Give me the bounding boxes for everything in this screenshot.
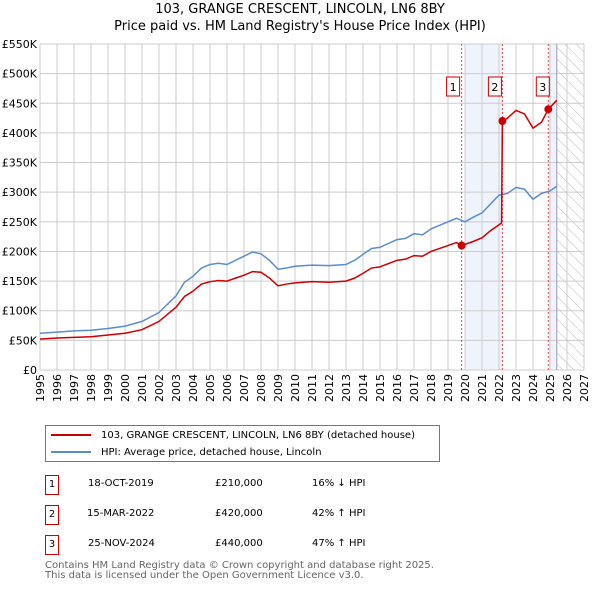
y-tick-label: £150K (2, 275, 38, 288)
legend: 103, GRANGE CRESCENT, LINCOLN, LN6 8BY (… (45, 425, 440, 462)
y-tick-label: £200K (2, 245, 38, 258)
x-tick-label: 2010 (289, 374, 302, 402)
x-tick-label: 2022 (493, 374, 506, 402)
x-tick-label: 2011 (306, 374, 319, 402)
y-tick-label: £0 (23, 364, 37, 377)
x-tick-label: 2026 (561, 374, 574, 402)
sale-label: 3 (539, 81, 546, 94)
sale-hpi-diff: 16% ↓ HPI (312, 478, 366, 489)
x-tick-label: 2018 (425, 374, 438, 402)
y-tick-label: £400K (2, 127, 38, 140)
x-tick-label: 2015 (374, 374, 387, 402)
footer-line: Contains HM Land Registry data © Crown c… (45, 560, 434, 571)
sale-label-box (446, 76, 461, 97)
legend-swatch-hpi (51, 451, 91, 453)
sale-price: £210,000 (215, 478, 263, 489)
sale-label: 2 (491, 81, 498, 94)
x-tick-label: 2014 (357, 374, 370, 402)
sale-hpi-diff: 42% ↑ HPI (312, 508, 366, 519)
sale-price: £440,000 (215, 538, 263, 549)
x-tick-label: 2012 (323, 374, 336, 402)
sale-badge: 3 (45, 535, 59, 555)
x-tick-label: 2002 (153, 374, 166, 402)
sale-label-box (487, 76, 502, 97)
sale-date: 18-OCT-2019 (88, 478, 154, 489)
legend-swatch-property (51, 434, 91, 436)
x-tick-label: 2007 (238, 374, 251, 402)
x-tick-label: 2016 (391, 374, 404, 402)
x-tick-label: 2001 (136, 374, 149, 402)
price-chart: 1995 1996 1997 1998 1999 2000 2001 2002 2003 2004… (2, 38, 591, 402)
sale-date: 25-NOV-2024 (88, 538, 155, 549)
footer: Contains HM Land Registry data © Crown c… (45, 561, 434, 581)
sale-point (457, 241, 466, 250)
sale-badge: 1 (45, 475, 59, 495)
x-tick-label: 2027 (578, 374, 591, 402)
legend-label-property: 103, GRANGE CRESCENT, LINCOLN, LN6 8BY (… (101, 429, 415, 441)
x-tick-label: 2006 (221, 374, 234, 402)
x-tick-label: 1999 (102, 374, 115, 402)
x-tick-label: 2021 (476, 374, 489, 402)
sale-hpi-diff: 47% ↑ HPI (312, 538, 366, 549)
y-tick-label: £50K (9, 334, 38, 347)
legend-label-hpi: HPI: Average price, detached house, Linc… (101, 446, 322, 458)
y-tick-label: £100K (2, 305, 38, 318)
x-tick-label: 2019 (442, 374, 455, 402)
x-tick-label: 2025 (544, 374, 557, 402)
forecast-hatch (556, 44, 584, 370)
y-tick-label: £450K (2, 97, 38, 110)
chart-subtitle: Price paid vs. HM Land Registry's House … (114, 19, 486, 34)
shaded-range (548, 44, 557, 370)
x-tick-label: 2008 (255, 374, 268, 402)
x-tick-label: 2000 (119, 374, 132, 402)
x-tick-label: 2020 (459, 374, 472, 402)
x-tick-label: 2023 (510, 374, 523, 402)
sale-label: 1 (450, 81, 457, 94)
x-tick-label: 1998 (85, 374, 98, 402)
x-tick-label: 2005 (204, 374, 217, 402)
chart-title: 103, GRANGE CRESCENT, LINCOLN, LN6 8BY (155, 2, 445, 17)
x-tick-label: 2004 (187, 374, 200, 402)
property-price-line (39, 99, 558, 340)
x-tick-label: 1995 (34, 374, 47, 402)
x-tick-label: 2003 (170, 374, 183, 402)
sale-point (498, 117, 507, 126)
x-tick-label: 1997 (68, 374, 81, 402)
y-tick-label: £250K (2, 216, 38, 229)
x-tick-label: 2024 (527, 374, 540, 402)
y-tick-label: £300K (2, 186, 38, 199)
y-tick-label: £550K (2, 38, 38, 51)
x-tick-label: 1996 (51, 374, 64, 402)
x-tick-label: 2009 (272, 374, 285, 402)
x-tick-label: 2017 (408, 374, 421, 402)
x-tick-label: 2013 (340, 374, 353, 402)
y-tick-label: £350K (2, 157, 38, 170)
sale-label-box (535, 76, 550, 97)
sale-point (544, 105, 553, 114)
sale-badge: 2 (45, 505, 59, 525)
y-tick-label: £500K (2, 68, 38, 81)
footer-line: This data is licensed under the Open Gov… (45, 570, 364, 581)
sale-date: 15-MAR-2022 (87, 508, 155, 519)
hpi-line (39, 185, 558, 334)
shaded-range (465, 44, 503, 370)
sale-price: £420,000 (215, 508, 263, 519)
